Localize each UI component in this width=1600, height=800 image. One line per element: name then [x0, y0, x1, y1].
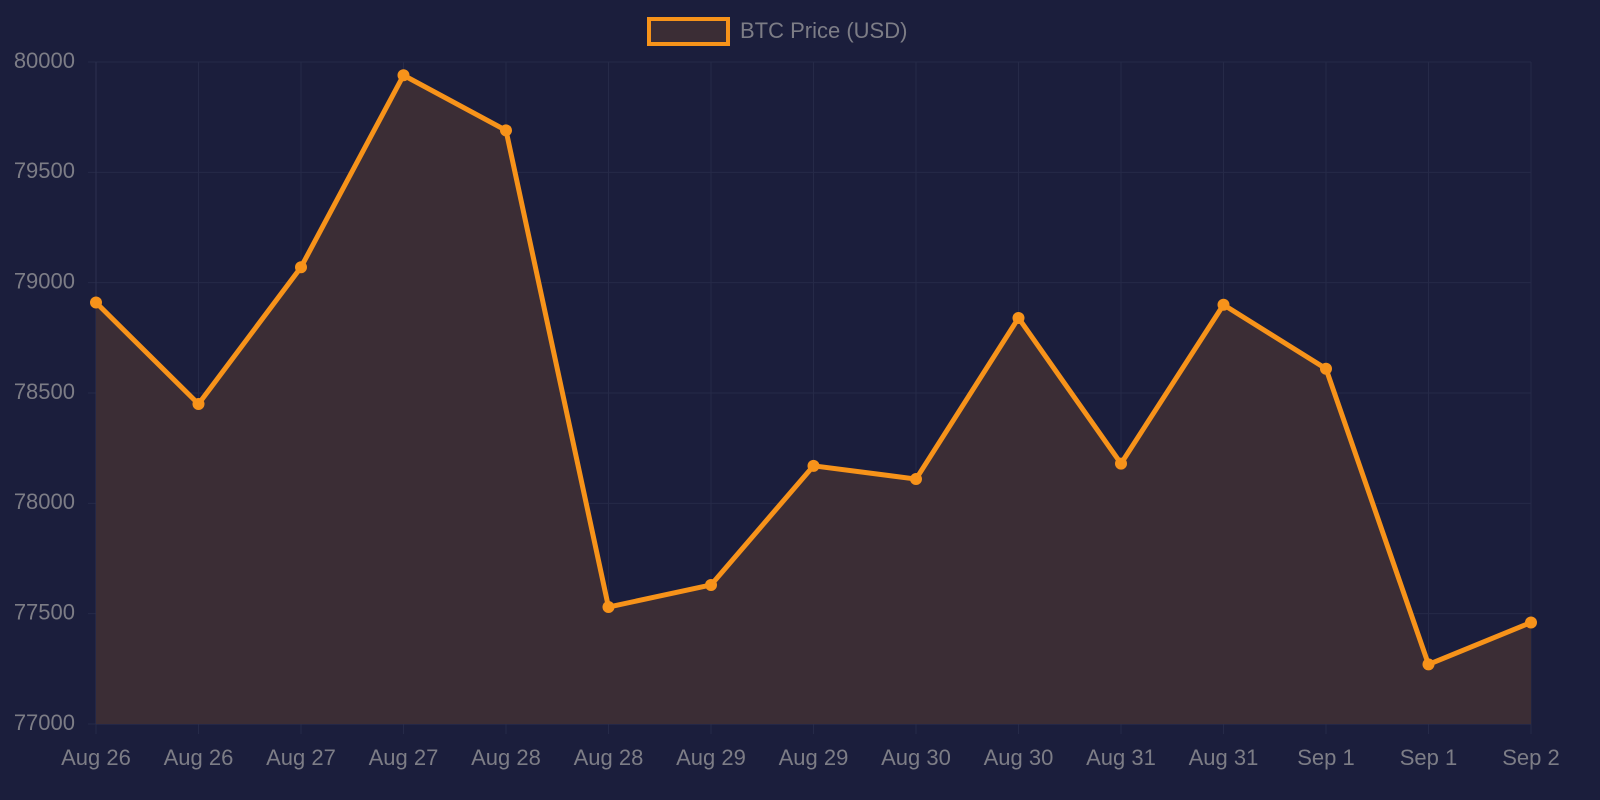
- x-tick-label: Aug 27: [266, 745, 336, 770]
- x-tick-label: Aug 26: [164, 745, 234, 770]
- point: [90, 296, 102, 309]
- point: [1012, 311, 1025, 324]
- y-tick-label: 77500: [14, 599, 75, 624]
- point: [1115, 457, 1127, 470]
- y-tick-label: 79000: [14, 268, 75, 293]
- point: [705, 578, 717, 591]
- x-tick-label: Aug 31: [1086, 745, 1156, 770]
- point: [807, 459, 820, 472]
- x-tick-label: Sep 2: [1502, 745, 1560, 770]
- legend-swatch[interactable]: [647, 17, 730, 46]
- point: [192, 398, 205, 411]
- y-tick-label: 78000: [14, 489, 75, 514]
- y-tick-label: 79500: [14, 158, 75, 183]
- x-tick-label: Sep 1: [1297, 745, 1355, 770]
- y-tick-label: 78500: [14, 379, 75, 404]
- x-tick-label: Aug 31: [1189, 745, 1259, 770]
- y-tick-label: 80000: [14, 48, 75, 73]
- point: [1217, 298, 1230, 311]
- point: [1422, 658, 1435, 671]
- point: [500, 124, 512, 137]
- x-tick-label: Aug 28: [574, 745, 644, 770]
- legend-label[interactable]: BTC Price (USD): [740, 18, 907, 43]
- y-tick-label: 77000: [14, 710, 75, 735]
- point: [1320, 362, 1332, 375]
- area: [96, 75, 1531, 725]
- x-tick-label: Aug 26: [61, 745, 131, 770]
- x-tick-label: Aug 30: [984, 745, 1054, 770]
- x-tick-label: Aug 29: [676, 745, 746, 770]
- x-tick-label: Aug 27: [369, 745, 439, 770]
- x-tick-label: Aug 30: [881, 745, 951, 770]
- x-tick-label: Aug 29: [779, 745, 849, 770]
- point: [1525, 616, 1537, 629]
- point: [397, 69, 410, 82]
- point: [295, 261, 307, 274]
- x-tick-label: Sep 1: [1400, 745, 1458, 770]
- point: [910, 473, 922, 486]
- x-tick-label: Aug 28: [471, 745, 541, 770]
- point: [602, 601, 615, 614]
